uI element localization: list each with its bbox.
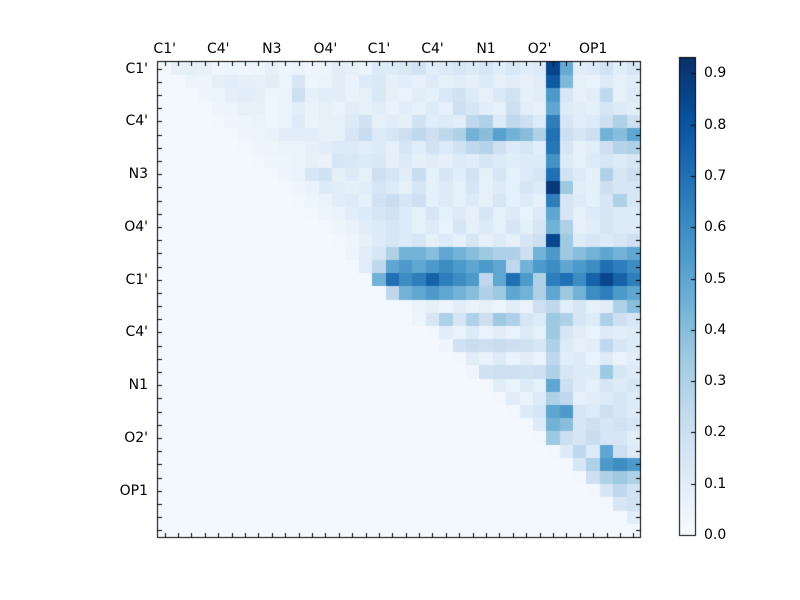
x-tick-label: O4': [313, 41, 338, 57]
colorbar-tick-label: 0.4: [704, 322, 727, 338]
x-tick-label: N1: [476, 41, 496, 57]
y-tick-label: OP1: [119, 483, 148, 499]
y-tick-label: N3: [128, 166, 148, 182]
colorbar-tick-label: 0.9: [704, 65, 727, 81]
colorbar-tick-label: 0.8: [704, 117, 727, 133]
x-tick-label: O2': [527, 41, 552, 57]
colorbar-tick-label: 0.3: [704, 373, 727, 389]
colorbar-tick-label: 0.0: [704, 527, 727, 543]
x-tick-label: C4': [206, 41, 230, 57]
x-tick-label: OP1: [578, 41, 608, 57]
y-tick-label: C1': [125, 61, 148, 77]
y-tick-label: O4': [124, 219, 148, 235]
colorbar-tick-label: 0.6: [704, 219, 727, 235]
colorbar-tick-label: 0.2: [704, 424, 727, 440]
y-tick-label: C4': [125, 113, 148, 129]
x-tick-label: N3: [262, 41, 282, 57]
y-tick-label: C4': [125, 324, 148, 340]
x-tick-label: C1': [367, 41, 391, 57]
colorbar-tick-label: 0.7: [704, 168, 727, 184]
x-tick-label: C1': [153, 41, 176, 57]
colorbar-tick-label: 0.1: [704, 476, 727, 492]
y-tick-label: C1': [125, 272, 148, 288]
colorbar-tick-label: 0.5: [704, 271, 727, 287]
x-tick-label: C4': [421, 41, 444, 57]
y-tick-label: O2': [124, 430, 148, 446]
y-tick-label: N1: [128, 377, 148, 393]
